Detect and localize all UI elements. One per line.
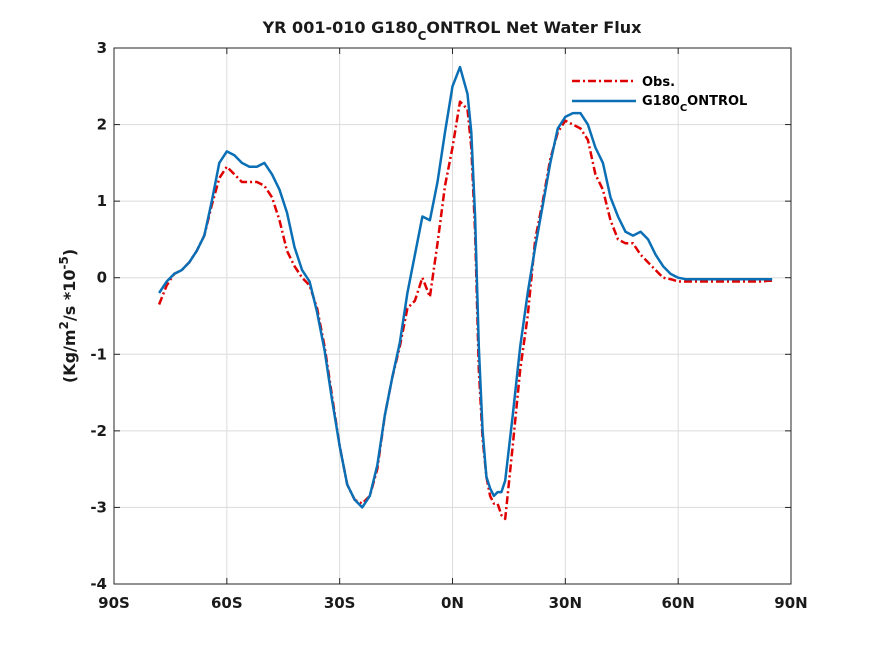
x-tick-label: 0N (441, 594, 464, 612)
y-tick-label: -4 (90, 575, 107, 593)
grid (114, 48, 791, 584)
x-tick-label: 30N (549, 594, 582, 612)
y-tick-label: -1 (90, 345, 107, 363)
legend: Obs. G180CONTROL (572, 75, 747, 114)
y-tick-label: 0 (97, 269, 107, 287)
y-tick-label: -3 (90, 498, 107, 516)
series-line-obs (157, 100, 773, 521)
y-tick-label: 2 (97, 116, 107, 134)
x-tick-label: 60S (211, 594, 243, 612)
series-line-g180-control (158, 65, 773, 509)
y-tick-label: -2 (90, 422, 107, 440)
y-axis-label: (Kg/m2/s *10-5) (57, 249, 79, 383)
y-tick-label: 1 (97, 192, 107, 210)
legend-label-obs: Obs. (642, 75, 675, 90)
axis-ticks: 90S 60S 30S 0N 30N 60N 90N 3 2 1 0 -1 -2 -3 -4 (90, 39, 807, 612)
legend-label-g180-control: G180CONTROL (642, 94, 747, 114)
x-tick-label: 90S (98, 594, 130, 612)
y-tick-label: 3 (97, 39, 107, 57)
x-tick-label: 30S (324, 594, 356, 612)
x-tick-label: 60N (661, 594, 694, 612)
series-lines (157, 65, 773, 521)
chart-title: YR 001-010 G180CONTROL Net Water Flux (262, 18, 643, 43)
x-tick-label: 90N (774, 594, 807, 612)
